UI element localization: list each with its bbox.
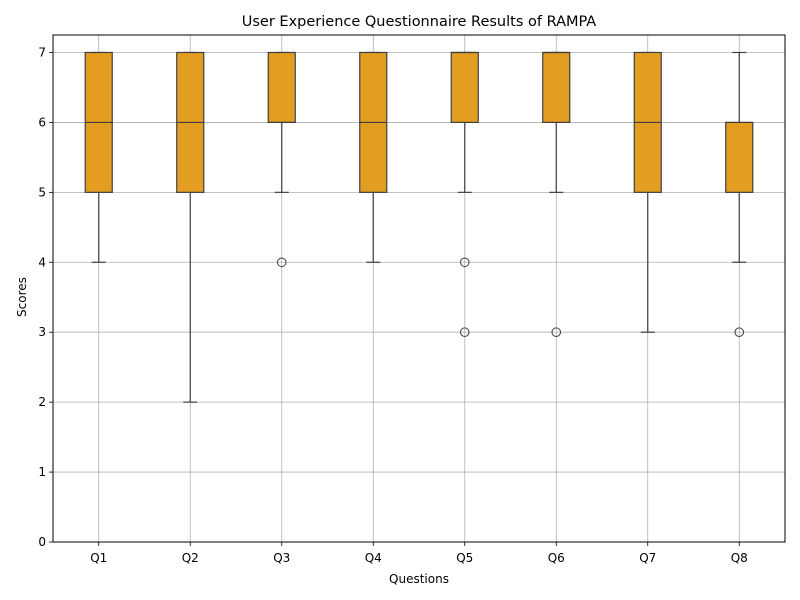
x-tick-label: Q7	[639, 551, 656, 565]
x-axis-ticks: Q1 Q2 Q3 Q4 Q5 Q6 Q7 Q8	[90, 542, 748, 565]
x-tick-label: Q5	[456, 551, 473, 565]
boxes-layer	[84, 51, 754, 403]
y-tick-label: 4	[38, 255, 46, 269]
box-q1	[84, 51, 113, 263]
box-q7	[633, 51, 662, 333]
grid-lines	[53, 35, 785, 543]
y-tick-label: 0	[38, 535, 46, 549]
iqr-box	[725, 121, 754, 193]
chart-title: User Experience Questionnaire Results of…	[242, 14, 597, 30]
y-tick-label: 1	[38, 465, 46, 479]
outlier-point	[734, 327, 745, 338]
iqr-box	[267, 51, 296, 124]
y-tick-label: 3	[38, 325, 46, 339]
y-tick-label: 7	[38, 45, 46, 59]
y-axis-label: Scores	[15, 277, 29, 317]
x-axis-label: Questions	[389, 572, 449, 586]
box-q3	[267, 51, 296, 268]
y-tick-label: 5	[38, 185, 46, 199]
box-q5	[450, 51, 479, 338]
iqr-box	[450, 51, 479, 124]
outlier-point	[459, 257, 470, 268]
x-tick-label: Q6	[548, 551, 565, 565]
box-q2	[176, 51, 205, 403]
y-tick-label: 2	[38, 395, 46, 409]
outlier-point	[459, 327, 470, 338]
x-tick-label: Q4	[365, 551, 382, 565]
x-tick-label: Q1	[90, 551, 107, 565]
plot-frame	[52, 34, 786, 543]
box-q6	[542, 51, 571, 338]
y-tick-label: 6	[38, 115, 46, 129]
x-tick-label: Q2	[182, 551, 199, 565]
iqr-box	[542, 51, 571, 124]
x-tick-label: Q8	[731, 551, 748, 565]
box-q4	[359, 51, 388, 263]
outlier-point	[551, 327, 562, 338]
x-tick-label: Q3	[273, 551, 290, 565]
y-axis-ticks: 0 1 2 3 4 5 6 7	[38, 45, 53, 549]
outlier-point	[276, 257, 287, 268]
box-q8	[725, 51, 754, 338]
